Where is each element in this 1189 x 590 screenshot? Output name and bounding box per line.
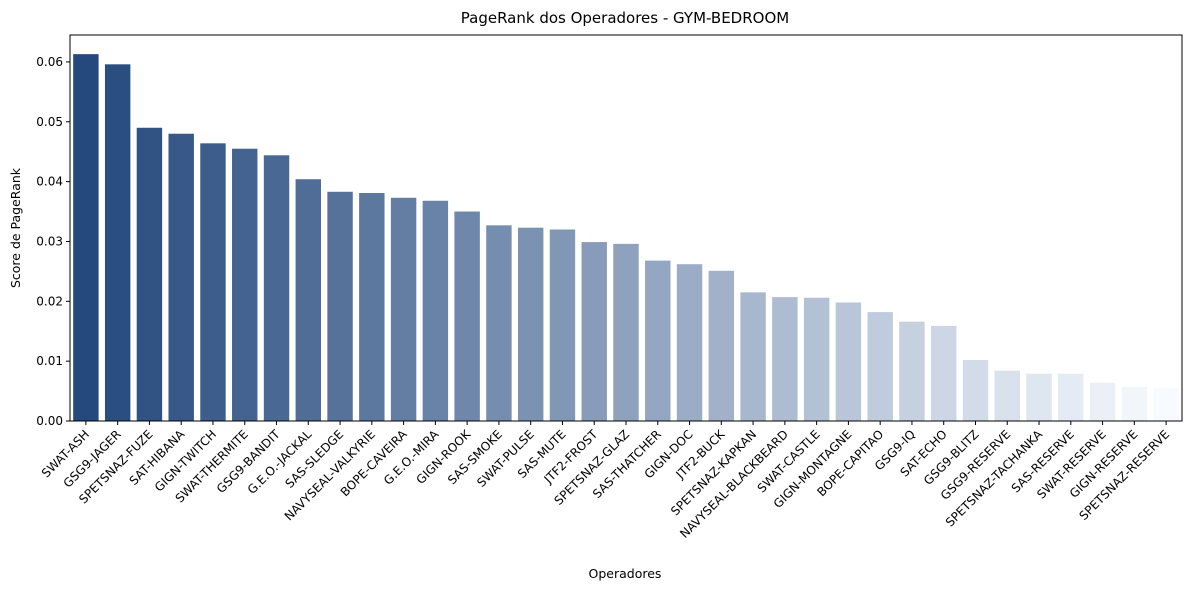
bar-gsg9-jager [104,64,131,421]
bar-spetsnaz-reserve [1153,388,1179,421]
bar-spetsnaz-tachanka [1026,373,1052,421]
bar-swat-pulse [517,227,544,421]
y-tick-label: 0.03 [36,234,63,248]
bar-swat-castle [803,297,830,421]
bar-gign-twitch [200,143,226,421]
x-axis-ticks: SWAT-ASHGSG9-JAGERSPETSNAZ-FUZESAT-HIBAN… [39,421,1172,541]
bar-gsg9-reserve [994,370,1020,421]
bar-sas-smoke [486,225,512,421]
bar-navyseal-valkyrie [359,192,385,421]
y-axis-ticks: 0.00 0.01 0.02 0.03 0.04 0.05 0.06 [36,55,70,428]
bar-sas-reserve [1058,373,1084,421]
bar-swat-ash [73,54,99,422]
bar-gign-reserve [1121,386,1148,421]
bar-swat-thermite [232,148,258,421]
bar-sas-thatcher [645,260,671,421]
bar-g-e-o-jackal [295,179,321,421]
y-tick-label: 0.02 [36,294,63,308]
bar-g-e-o-mira [422,200,449,421]
bars-group [73,54,1179,422]
bar-sat-echo [931,325,957,421]
bar-jtf2-buck [708,270,735,421]
bar-sas-mute [549,229,576,421]
bar-sas-sledge [327,191,353,421]
bar-bope-caveira [390,197,417,421]
bar-gsg9-iq [899,321,925,421]
y-tick-label: 0.04 [36,175,63,189]
bar-bope-capitao [867,312,893,421]
y-tick-label: 0.06 [36,55,63,69]
y-tick-label: 0.05 [36,115,63,129]
x-axis-label: Operadores [589,566,662,581]
bar-gsg9-bandit [263,155,290,422]
y-tick-label: 0.01 [36,354,63,368]
y-tick-label: 0.00 [36,414,63,428]
bar-swat-reserve [1089,382,1116,421]
plot-frame [69,34,1183,422]
bar-spetsnaz-kapkan [740,292,766,421]
chart-title: PageRank dos Operadores - GYM-BEDROOM [461,9,789,27]
bar-gsg9-blitz [962,359,989,421]
bar-navyseal-blackbeard [772,297,798,421]
bar-gign-doc [676,264,703,421]
bar-gign-rook [454,211,480,421]
y-axis-label: Score de PageRank [8,167,23,288]
bar-jtf2-frost [581,242,607,421]
bar-spetsnaz-fuze [136,127,163,421]
bar-spetsnaz-glaz [613,243,639,421]
bar-sat-hibana [168,133,194,422]
bar-gign-montagne [835,302,862,421]
